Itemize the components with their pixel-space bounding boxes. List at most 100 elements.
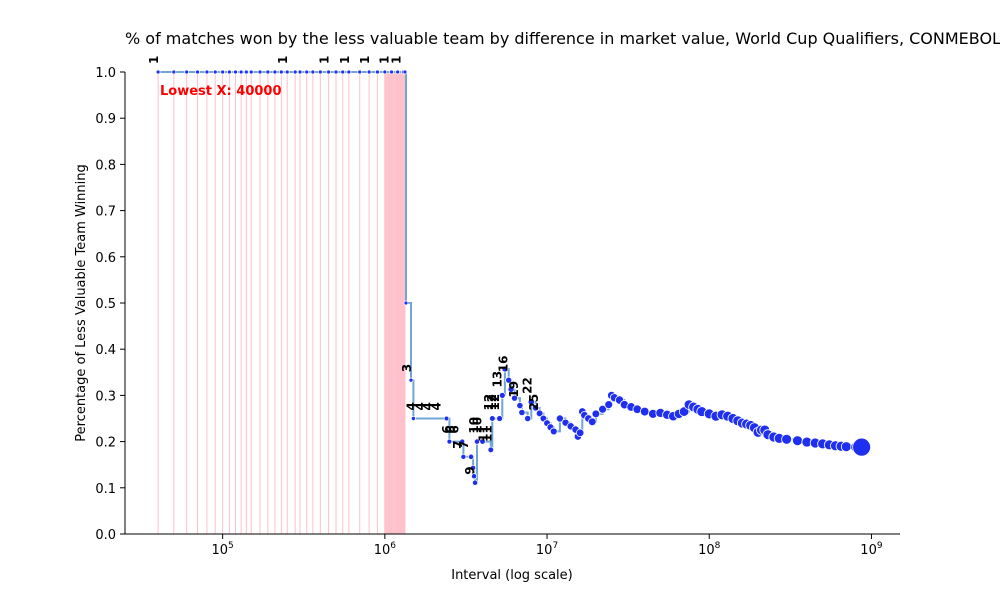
data-point [479, 438, 486, 445]
data-point [840, 441, 852, 453]
x-ticks: 105 106 107 108 109 [212, 534, 883, 558]
data-point [446, 438, 453, 445]
count-label: 10 [467, 417, 481, 434]
data-point [516, 401, 524, 410]
data-point [375, 69, 380, 75]
y-tick-label: 0.7 [95, 205, 116, 220]
data-point [265, 69, 271, 75]
lowest-x-annotation: Lowest X: 40000 [160, 84, 282, 99]
data-point [555, 414, 564, 423]
count-label: 4 [405, 402, 419, 410]
data-point [505, 376, 513, 384]
data-point [460, 453, 467, 460]
count-label: 1 [390, 56, 404, 64]
y-tick-label: 0.6 [95, 251, 116, 266]
count-label: 7 [451, 440, 465, 448]
data-point [243, 69, 249, 75]
data-point [382, 69, 388, 75]
data-point [366, 69, 372, 75]
data-point [549, 427, 558, 436]
count-label: 9 [463, 466, 477, 474]
data-point [470, 473, 478, 480]
y-tick-label: 0.2 [95, 436, 116, 451]
data-point [340, 69, 346, 75]
count-label: 1 [276, 56, 290, 64]
data-point [389, 69, 394, 75]
count-label: 1 [338, 56, 352, 64]
data-points-layer [155, 69, 872, 486]
data-point [220, 69, 226, 75]
y-tick-label: 0.5 [95, 297, 116, 312]
series-line-layer [158, 71, 862, 484]
vertical-lines-layer [157, 72, 406, 534]
data-point [155, 69, 161, 75]
data-point [852, 437, 872, 457]
data-point [408, 377, 414, 383]
data-point [510, 394, 518, 402]
data-point [233, 69, 238, 75]
data-point [498, 391, 506, 399]
data-point [524, 414, 532, 423]
y-ticks: 0.0 0.1 0.2 0.3 0.4 0.5 0.6 0.7 0.8 0.9 1.0 [95, 66, 125, 543]
data-point [410, 415, 416, 421]
data-point [278, 69, 284, 75]
data-point [403, 300, 409, 306]
data-point [489, 415, 496, 422]
count-label: 13 [491, 371, 505, 388]
series-line [158, 71, 862, 484]
count-label: 1 [358, 56, 372, 64]
data-point [204, 69, 210, 75]
data-point [531, 404, 540, 412]
count-label: 4 [421, 402, 435, 410]
x-tick-label: 106 [374, 541, 397, 558]
data-point [591, 409, 601, 419]
data-point [195, 69, 200, 75]
count-label: 19 [507, 381, 521, 398]
count-label: 4 [429, 402, 443, 410]
data-point [284, 69, 290, 75]
data-point [212, 69, 218, 75]
data-point [469, 464, 477, 472]
count-label: 11 [477, 425, 491, 442]
data-point [248, 69, 254, 75]
y-tick-label: 0.4 [95, 343, 116, 358]
count-label: 1 [318, 56, 332, 64]
count-label: 4 [413, 402, 427, 410]
count-label: 12 [488, 394, 502, 411]
data-point [527, 398, 536, 406]
data-point [292, 69, 298, 75]
data-point [604, 400, 614, 410]
count-label: 22 [520, 377, 534, 394]
count-label: 11 [481, 425, 495, 442]
chart-title: % of matches won by the less valuable te… [125, 29, 1000, 48]
x-tick-label: 108 [698, 541, 721, 558]
y-tick-label: 0.9 [95, 112, 116, 127]
count-label: 6 [448, 425, 462, 433]
data-point [587, 417, 597, 427]
data-point [781, 433, 793, 445]
data-point [357, 69, 363, 75]
count-label: 10 [471, 417, 485, 434]
count-label: 25 [527, 394, 541, 411]
count-label: 6 [440, 425, 454, 433]
y-tick-label: 1.0 [95, 66, 116, 81]
x-tick-label: 109 [860, 541, 883, 558]
x-tick-label: 107 [536, 541, 558, 558]
count-label: 3 [400, 364, 414, 372]
data-point [226, 69, 232, 75]
count-label: 12 [485, 394, 499, 411]
data-point [487, 446, 495, 454]
data-point [272, 69, 278, 75]
x-axis-title: Interval (log scale) [451, 568, 573, 583]
data-point [257, 69, 263, 75]
data-point [501, 365, 509, 373]
data-point [496, 415, 504, 422]
data-point [346, 69, 352, 75]
data-point [317, 69, 323, 75]
y-tick-label: 0.3 [95, 389, 116, 404]
data-point [575, 428, 585, 438]
data-point [184, 69, 190, 75]
data-point [333, 69, 339, 75]
